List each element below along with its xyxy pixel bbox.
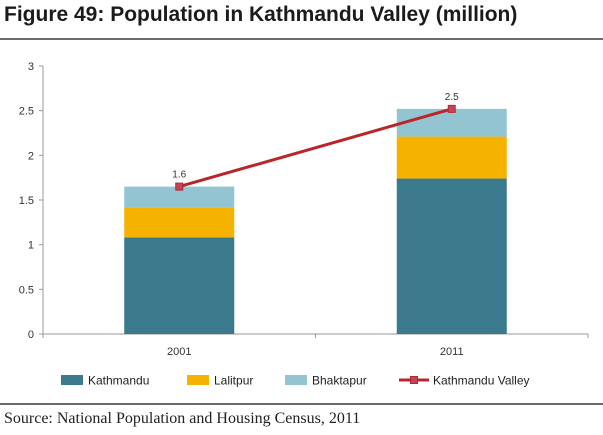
legend-swatch-bhaktapur (285, 375, 307, 385)
y-axis: 0 0.5 1 1.5 2 2.5 3 (19, 61, 44, 341)
y-tick-label: 0 (28, 329, 34, 341)
data-label-2001: 1.6 (172, 170, 186, 181)
line-kathmandu-valley (178, 107, 453, 189)
bar-lalitpur-2011 (396, 136, 507, 179)
figure-title: Figure 49: Population in Kathmandu Valle… (4, 3, 518, 26)
data-label-2011: 2.5 (445, 92, 459, 103)
legend-marker-kathmandu-valley (410, 376, 418, 384)
y-tick-label: 3 (28, 61, 34, 73)
y-tick-label: 2.5 (19, 106, 34, 118)
line-marker-2001 (175, 182, 184, 191)
legend-label-kathmandu-valley: Kathmandu Valley (433, 374, 530, 388)
y-tick-label: 0.5 (19, 284, 34, 296)
legend-label-lalitpur: Lalitpur (214, 374, 253, 388)
bar-kathmandu-2001 (124, 237, 235, 334)
bar-lalitpur-2001 (124, 207, 235, 238)
x-tick-label-2001: 2001 (167, 346, 191, 358)
source-note: Source: National Population and Housing … (4, 410, 361, 427)
y-tick-label: 1 (28, 240, 34, 252)
legend: Kathmandu Lalitpur Bhaktapur Kathmandu Vall… (61, 374, 530, 388)
legend-label-kathmandu: Kathmandu (88, 374, 149, 388)
bar-stacks (124, 108, 507, 334)
y-tick-label: 2 (28, 150, 34, 162)
legend-swatch-kathmandu (61, 375, 83, 385)
x-tick-label-2011: 2011 (440, 346, 464, 358)
legend-swatch-lalitpur (187, 375, 209, 385)
bar-kathmandu-2011 (396, 178, 507, 334)
bottom-rule (0, 403, 603, 405)
valley-total-line: 1.6 2.5 (172, 92, 459, 191)
line-marker-2011 (447, 104, 456, 113)
x-axis: 2001 2011 (42, 333, 589, 358)
stacked-bar-chart: 0 0.5 1 1.5 2 2.5 3 2001 2011 1.6 2.5 Kathmandu L… (19, 61, 589, 388)
bar-bhaktapur-2001 (124, 186, 235, 208)
legend-label-bhaktapur: Bhaktapur (312, 374, 367, 388)
y-tick-label: 1.5 (19, 195, 34, 207)
top-rule (0, 38, 603, 40)
bar-bhaktapur-2011 (396, 108, 507, 137)
